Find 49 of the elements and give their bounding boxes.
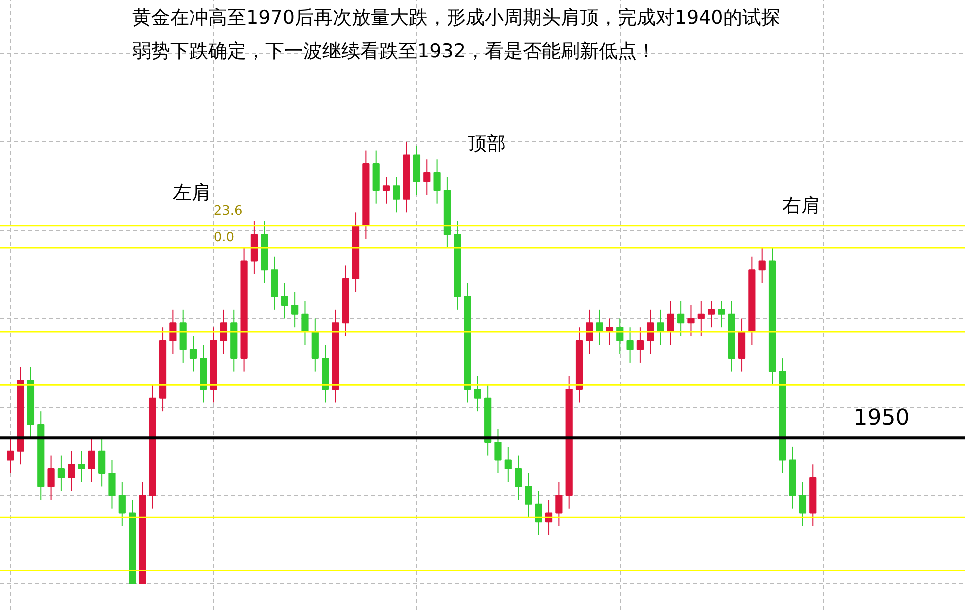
candlestick [281, 282, 288, 320]
annotation: 顶部 [468, 133, 506, 156]
annotation: 左肩 [173, 182, 212, 204]
candlestick [647, 309, 654, 355]
candlestick [758, 248, 766, 284]
candlestick [698, 300, 705, 337]
candlestick [424, 159, 431, 196]
candlestick [626, 327, 634, 364]
candlestick [596, 309, 604, 346]
annotation: 0.0 [214, 230, 235, 246]
candlestick [718, 300, 726, 328]
candlestick [292, 292, 299, 328]
chart-title: 黄金在冲高至1970后再次放量大跌，形成小周期头肩顶，完成对1940的试探 [132, 7, 780, 30]
candlestick [7, 438, 14, 474]
candlestick [302, 300, 309, 346]
candlestick [382, 176, 390, 204]
candlestick [636, 327, 644, 364]
candlestick [657, 309, 664, 346]
candlestick [535, 490, 542, 536]
candlestick [170, 309, 177, 355]
candlestick [708, 300, 716, 328]
candlestick [688, 305, 695, 337]
candlestick [799, 482, 807, 528]
candlestick [118, 482, 126, 528]
candlestick [98, 438, 106, 488]
candlestick [667, 300, 674, 346]
candlestick [616, 318, 624, 355]
candlestick [58, 455, 65, 492]
annotation: 右肩 [782, 195, 821, 218]
candlestick [220, 309, 228, 355]
chart-subtitle: 弱势下跌确定，下一波继续看跌至1932，看是否能刷新低点！ [132, 40, 656, 62]
annotation: 23.6 [214, 204, 243, 219]
candlestick [586, 309, 594, 355]
candlestick [556, 482, 563, 528]
candlestick [78, 450, 86, 483]
candlestick [474, 376, 482, 412]
candlestick [678, 300, 685, 337]
candlestick [515, 455, 522, 500]
candlestick [108, 460, 116, 510]
text: 1950 [854, 406, 910, 431]
candlestick [504, 446, 512, 483]
candlestick [434, 159, 441, 204]
candlestick [393, 176, 400, 214]
candlestick [88, 438, 96, 483]
candlestick [48, 455, 55, 500]
candlestick [525, 472, 532, 518]
candlestick [494, 428, 502, 474]
candlestick [68, 450, 76, 492]
candlestick [190, 336, 198, 372]
